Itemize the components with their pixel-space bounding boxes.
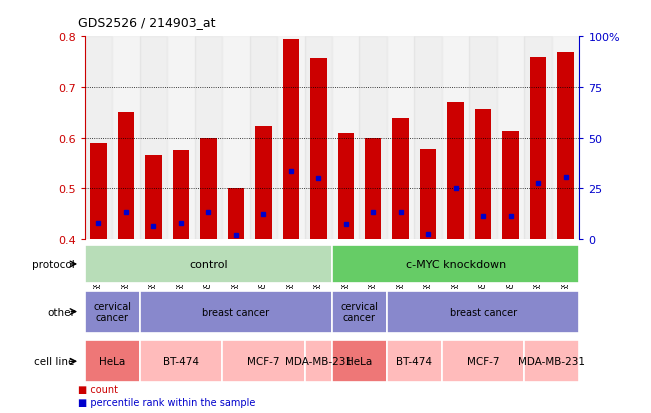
- Bar: [283, 40, 299, 240]
- Bar: [415, 37, 442, 240]
- Bar: [332, 340, 387, 382]
- Bar: [332, 37, 359, 240]
- Bar: [525, 340, 579, 382]
- Text: GDS2526 / 214903_at: GDS2526 / 214903_at: [78, 16, 215, 29]
- Bar: [305, 37, 332, 240]
- Text: protocol: protocol: [32, 259, 75, 269]
- Bar: [365, 138, 381, 240]
- Bar: [552, 37, 579, 240]
- Bar: [393, 119, 409, 240]
- Bar: [469, 37, 497, 240]
- Text: cervical
cancer: cervical cancer: [340, 301, 378, 323]
- Bar: [332, 291, 387, 333]
- Bar: [167, 37, 195, 240]
- Text: breast cancer: breast cancer: [450, 307, 517, 317]
- Text: other: other: [47, 307, 75, 317]
- Bar: [557, 53, 574, 240]
- Bar: [139, 37, 167, 240]
- Bar: [337, 133, 354, 240]
- Bar: [222, 340, 305, 382]
- Bar: [442, 37, 469, 240]
- Text: BT-474: BT-474: [163, 356, 199, 366]
- Bar: [118, 113, 134, 240]
- Text: MDA-MB-231: MDA-MB-231: [284, 356, 352, 366]
- Bar: [420, 150, 436, 240]
- Bar: [475, 110, 492, 240]
- Bar: [85, 291, 139, 333]
- Bar: [530, 57, 546, 240]
- Text: MCF-7: MCF-7: [467, 356, 499, 366]
- Bar: [85, 340, 139, 382]
- Bar: [139, 291, 332, 333]
- Text: c-MYC knockdown: c-MYC knockdown: [406, 259, 506, 269]
- Text: control: control: [189, 259, 228, 269]
- Bar: [145, 156, 161, 240]
- Text: HeLa: HeLa: [346, 356, 372, 366]
- Bar: [447, 103, 464, 240]
- Text: MDA-MB-231: MDA-MB-231: [518, 356, 585, 366]
- Text: BT-474: BT-474: [396, 356, 432, 366]
- Bar: [249, 37, 277, 240]
- Bar: [200, 138, 217, 240]
- Bar: [305, 340, 332, 382]
- Bar: [277, 37, 305, 240]
- Bar: [332, 245, 579, 283]
- Bar: [497, 37, 525, 240]
- Bar: [85, 245, 332, 283]
- Bar: [442, 340, 525, 382]
- Text: cell line: cell line: [35, 356, 75, 366]
- Bar: [310, 58, 327, 240]
- Text: HeLa: HeLa: [99, 356, 125, 366]
- Bar: [195, 37, 222, 240]
- Bar: [222, 37, 249, 240]
- Bar: [173, 151, 189, 240]
- Bar: [503, 132, 519, 240]
- Bar: [228, 189, 244, 240]
- Text: ■ percentile rank within the sample: ■ percentile rank within the sample: [78, 397, 255, 407]
- Text: ■ count: ■ count: [78, 385, 118, 394]
- Bar: [387, 340, 442, 382]
- Bar: [525, 37, 552, 240]
- Bar: [387, 37, 415, 240]
- Text: breast cancer: breast cancer: [202, 307, 270, 317]
- Bar: [255, 127, 271, 240]
- Text: cervical
cancer: cervical cancer: [93, 301, 131, 323]
- Bar: [112, 37, 139, 240]
- Bar: [387, 291, 579, 333]
- Bar: [90, 143, 107, 240]
- Bar: [359, 37, 387, 240]
- Bar: [85, 37, 112, 240]
- Text: MCF-7: MCF-7: [247, 356, 279, 366]
- Bar: [139, 340, 222, 382]
